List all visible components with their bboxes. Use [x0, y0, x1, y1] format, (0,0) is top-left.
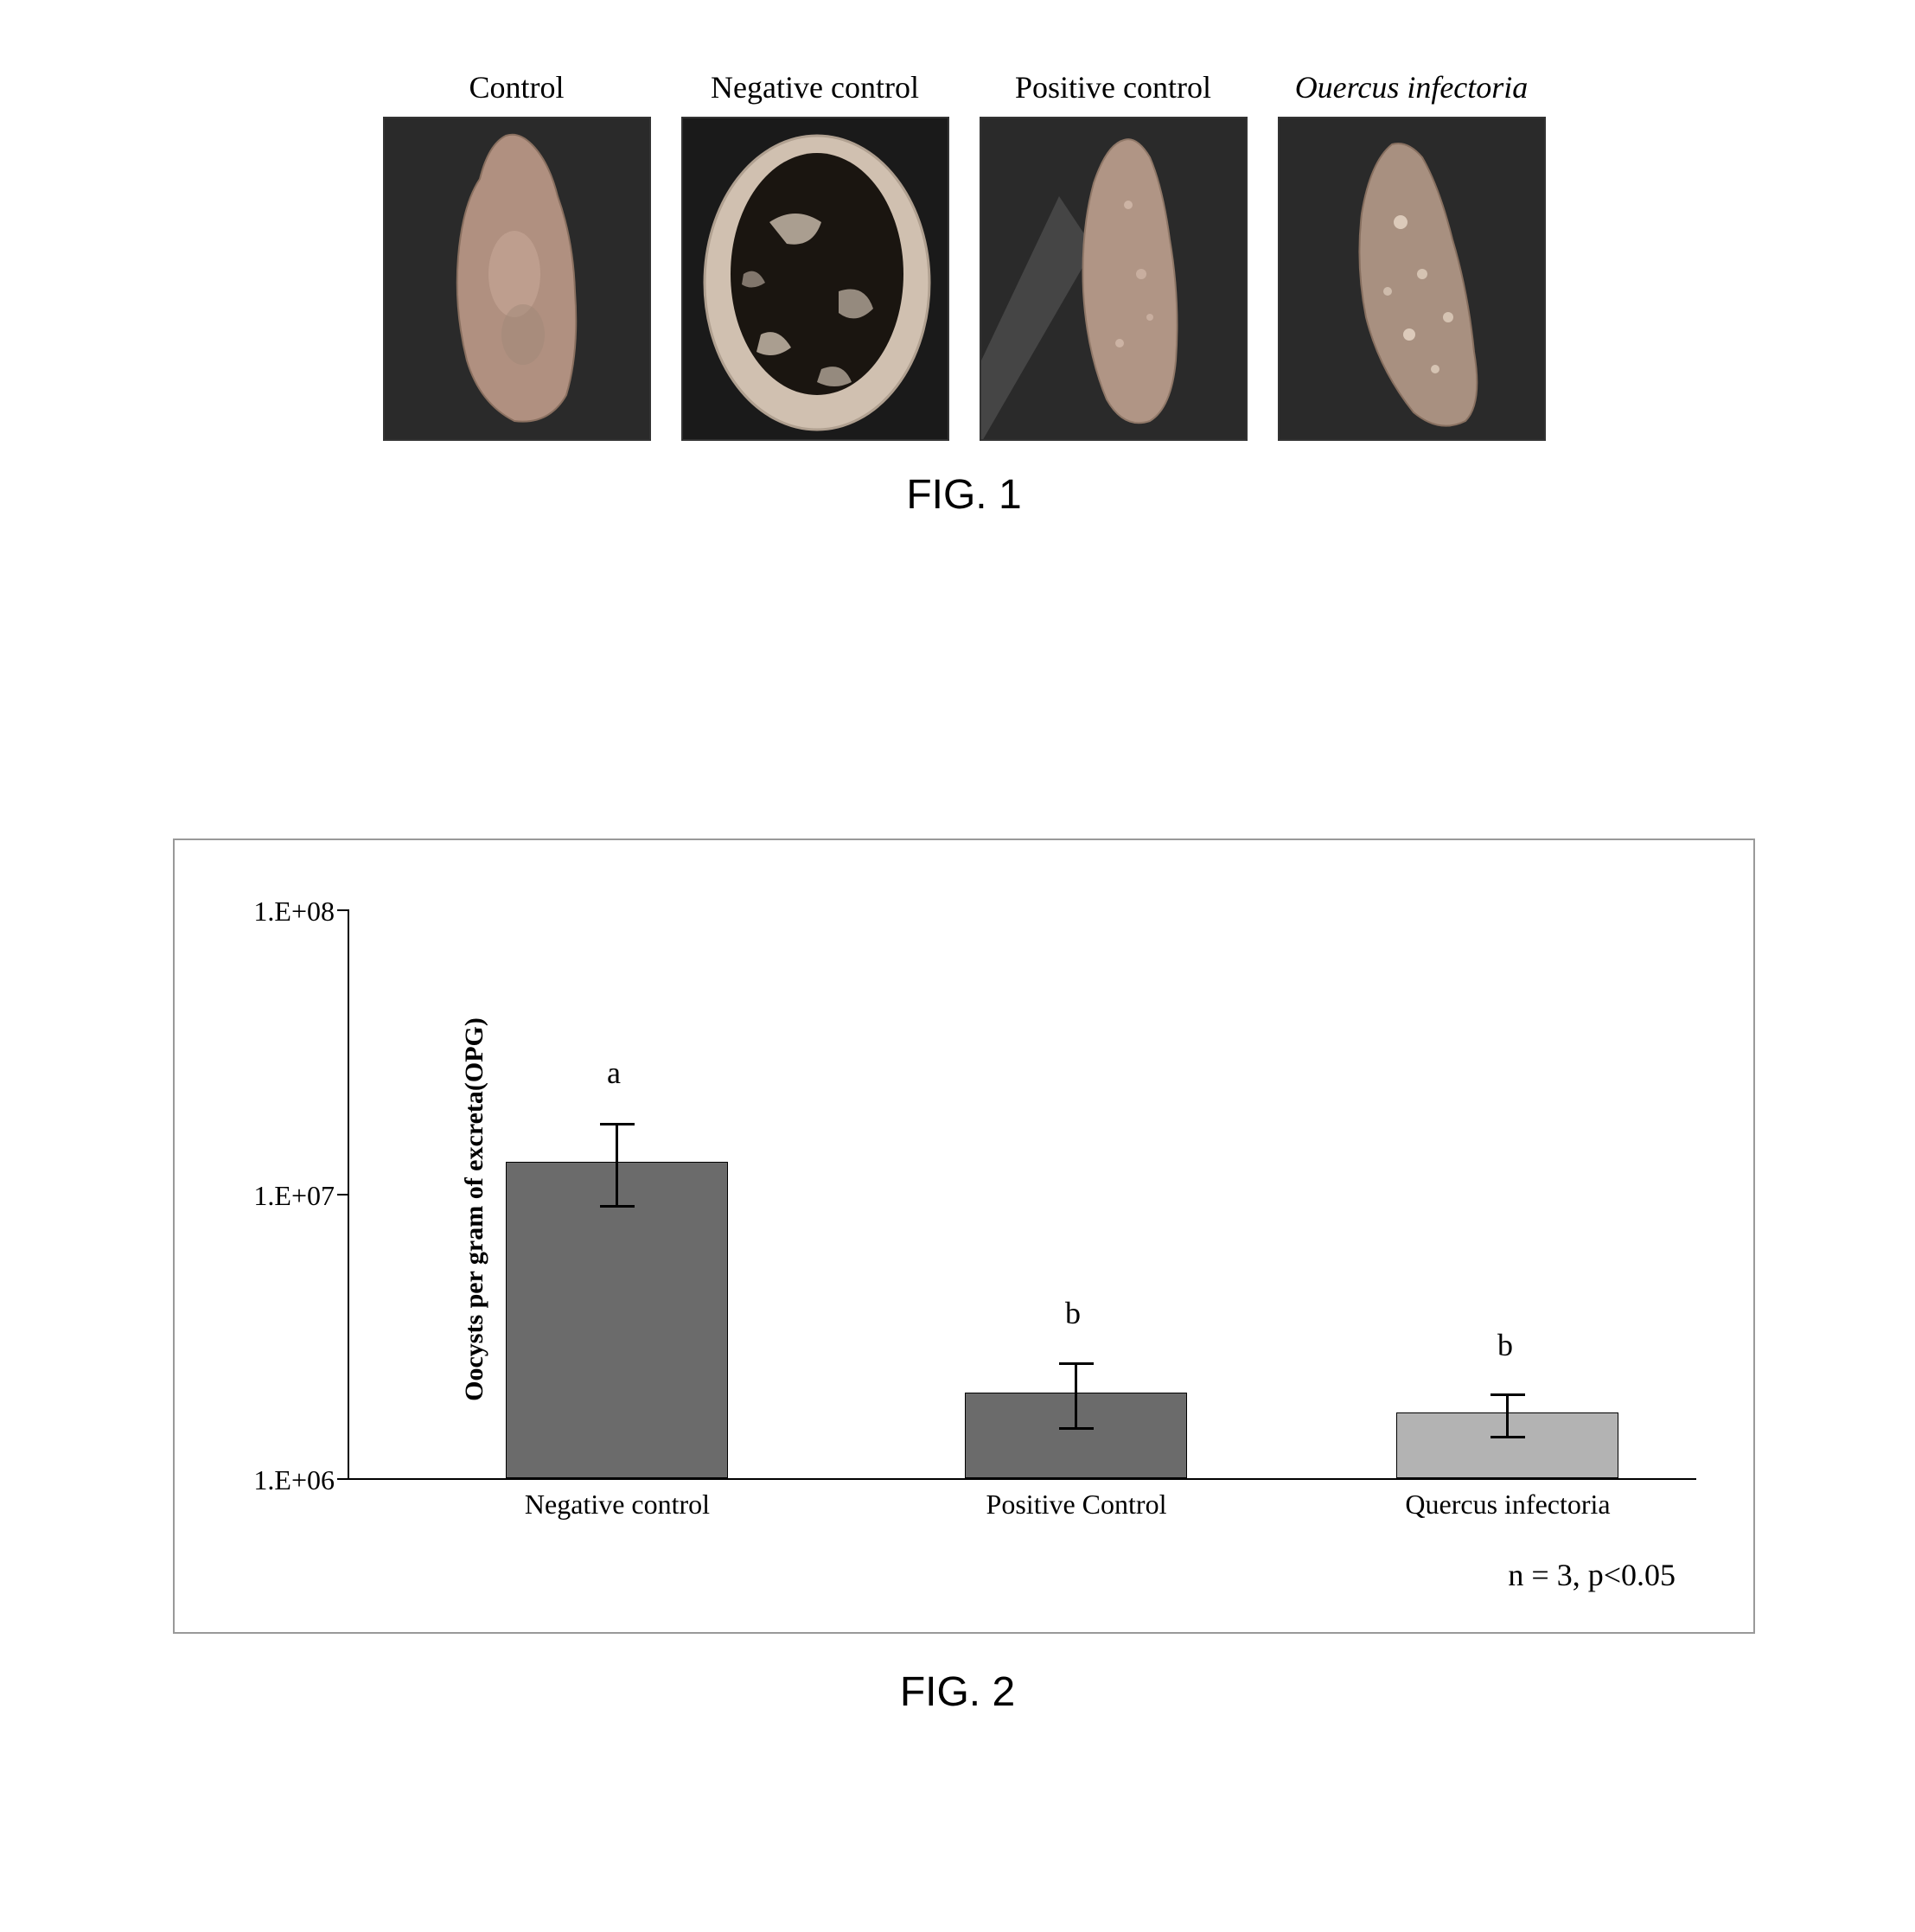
panel-control: Control	[383, 69, 651, 441]
figure-2-border: 1.E+06 1.E+07 1.E+08 Oocysts per gram of…	[173, 838, 1755, 1634]
y-tick-1e7	[337, 1194, 348, 1196]
panel-positive-control: Positive control	[980, 69, 1248, 441]
figure-1: Control Negative control	[346, 69, 1582, 519]
tissue-image-control	[385, 118, 651, 441]
y-axis-line	[348, 909, 349, 1480]
bar-label-positive: Positive Control	[947, 1489, 1206, 1521]
errorbar-negative	[616, 1124, 618, 1208]
x-axis-line	[348, 1478, 1696, 1480]
sig-letter-positive: b	[1065, 1295, 1081, 1331]
errorcap-positive-bot	[1059, 1427, 1094, 1430]
tissue-image-quercus	[1280, 118, 1546, 441]
y-tick-1e6	[337, 1478, 348, 1480]
panel-image-control	[383, 117, 651, 441]
errorcap-positive-top	[1059, 1362, 1094, 1365]
errorcap-negative-top	[600, 1123, 635, 1125]
errorbar-positive	[1075, 1363, 1077, 1430]
panel-label-negative: Negative control	[711, 69, 919, 108]
y-axis-title: Oocysts per gram of excreta(OPG)	[460, 1017, 489, 1401]
tissue-image-negative	[683, 118, 949, 441]
panel-image-quercus	[1278, 117, 1546, 441]
y-tick-label-1e6: 1.E+06	[205, 1464, 335, 1496]
y-tick-label-1e7: 1.E+07	[205, 1180, 335, 1212]
panel-image-negative	[681, 117, 949, 441]
errorcap-quercus-top	[1491, 1393, 1525, 1396]
errorbar-quercus	[1506, 1394, 1509, 1438]
tissue-image-positive	[981, 118, 1248, 441]
sig-letter-negative: a	[607, 1055, 621, 1091]
bar-negative-control	[506, 1162, 728, 1478]
errorcap-negative-bot	[600, 1205, 635, 1208]
sig-letter-quercus: b	[1497, 1327, 1513, 1363]
bar-label-quercus: Quercus infectoria	[1378, 1489, 1637, 1521]
bar-label-negative: Negative control	[488, 1489, 747, 1521]
chart-plot-area: 1.E+06 1.E+07 1.E+08 Oocysts per gram of…	[348, 909, 1696, 1480]
y-tick-1e8	[337, 909, 348, 911]
figure-2-caption: FIG. 2	[0, 1668, 1915, 1716]
errorcap-quercus-bot	[1491, 1436, 1525, 1438]
panel-label-positive: Positive control	[1015, 69, 1211, 108]
panel-label-quercus: Ouercus infectoria	[1295, 69, 1529, 108]
panel-negative-control: Negative control	[681, 69, 949, 441]
panel-quercus: Ouercus infectoria	[1278, 69, 1546, 441]
panel-label-control: Control	[469, 69, 564, 108]
panel-image-positive	[980, 117, 1248, 441]
y-tick-label-1e8: 1.E+08	[205, 896, 335, 928]
figure-1-caption: FIG. 1	[346, 471, 1582, 519]
figure-1-panel-row: Control Negative control	[346, 69, 1582, 441]
stats-note: n = 3, p<0.05	[1508, 1557, 1676, 1593]
